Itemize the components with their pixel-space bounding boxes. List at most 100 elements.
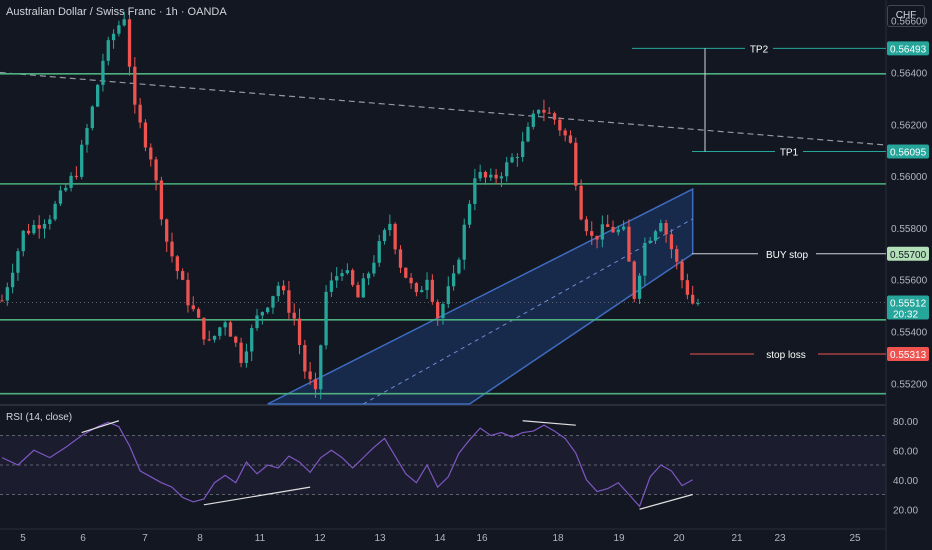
tp2-label: TP2 (750, 44, 769, 55)
candle-body (499, 176, 504, 179)
candle-body (244, 351, 249, 363)
time-tick-label: 8 (197, 533, 203, 544)
candle-body (536, 109, 541, 114)
stop-loss-price-badge (887, 347, 929, 362)
rsi-tick-label: 60.00 (893, 446, 918, 457)
candle-body (122, 19, 126, 26)
candle-body (648, 240, 652, 243)
candle-body (202, 317, 206, 340)
price-tick-label: 0.55200 (891, 379, 928, 390)
candle-body (430, 279, 434, 302)
candle-body (579, 185, 583, 220)
candle-body (563, 130, 567, 136)
candle-body (531, 113, 535, 127)
candle-body (10, 272, 15, 288)
rsi-line (1, 421, 693, 508)
candle-body (180, 271, 185, 280)
candle-body (643, 242, 647, 276)
candle-body (675, 249, 679, 262)
time-tick-label: 11 (255, 533, 266, 544)
candle-body (165, 219, 169, 242)
buy-stop-label-bg (758, 246, 816, 261)
candle-body (143, 122, 148, 148)
candle-body (58, 190, 63, 204)
candle-body (584, 219, 589, 232)
price-tick-label: 0.55800 (891, 224, 928, 235)
candle-body (542, 109, 546, 113)
candle-body (680, 261, 684, 281)
price-tick-label: 0.56000 (891, 172, 928, 183)
candle-body (0, 300, 4, 302)
rsi-divergence-line (522, 420, 576, 426)
current-price-badge (887, 295, 929, 320)
candle-body (483, 171, 488, 178)
current-price-badge-sub: 20:32 (893, 309, 918, 320)
candle-body (414, 283, 419, 293)
candle-body (175, 256, 179, 272)
rsi-tick-label: 80.00 (893, 417, 918, 428)
current-price-badge-text: 0.55512 (890, 298, 927, 309)
candle-body (228, 322, 233, 337)
candle-body (446, 286, 450, 304)
time-tick-label: 25 (849, 533, 861, 544)
candle-body (101, 60, 105, 85)
chart-title: Australian Dollar / Swiss Franc · 1h · O… (6, 6, 227, 18)
candle-body (191, 305, 195, 310)
candle-body (664, 223, 668, 235)
candle-body (111, 33, 116, 41)
candle-body (276, 285, 280, 297)
candle-body (260, 312, 264, 316)
candle-body (393, 223, 397, 250)
candle-body (335, 276, 339, 281)
candle-body (159, 180, 164, 220)
candle-body (287, 290, 291, 313)
candle-body (127, 19, 132, 67)
candle-body (42, 223, 47, 229)
candle-body (478, 171, 482, 179)
candle-body (218, 327, 222, 336)
candle-body (574, 142, 578, 186)
candle-body (611, 226, 615, 233)
candle-body (457, 259, 461, 274)
time-tick-label: 19 (613, 533, 625, 544)
candle-body (80, 144, 84, 177)
candle-body (48, 219, 52, 224)
candle-body (308, 371, 312, 380)
candle-body (420, 290, 424, 293)
candle-body (382, 230, 387, 242)
candle-body (133, 66, 137, 105)
tp2-label-bg (745, 41, 773, 56)
candle-body (297, 318, 302, 346)
candle-body (361, 278, 365, 298)
rsi-divergence-line (639, 493, 693, 510)
time-tick-label: 20 (673, 533, 685, 544)
candle-body (685, 280, 690, 295)
candle-body (409, 277, 413, 284)
candle-body (149, 147, 153, 160)
tp1-label-bg (775, 144, 803, 159)
candle-body (590, 231, 594, 236)
time-tick-label: 13 (374, 533, 386, 544)
candle-body (64, 187, 68, 191)
time-tick-label: 6 (80, 533, 86, 544)
candle-body (653, 231, 658, 241)
candle-body (271, 296, 275, 308)
tp1-label: TP1 (780, 148, 799, 159)
stop-loss-price-badge-text: 0.55313 (890, 350, 927, 361)
price-tick-label: 0.56200 (891, 120, 928, 131)
currency-badge[interactable]: CHF (887, 5, 925, 27)
candle-body (212, 335, 217, 340)
candle-body (425, 279, 429, 291)
candle-body (372, 262, 376, 274)
candle-body (473, 178, 477, 204)
candle-body (207, 339, 211, 341)
candle-body (26, 230, 31, 234)
candle-body (436, 301, 440, 319)
candle-body (521, 141, 525, 158)
tp1-price-badge (887, 144, 929, 159)
candle-body (234, 336, 238, 343)
candle-body (398, 249, 403, 268)
candle-body (595, 235, 599, 240)
